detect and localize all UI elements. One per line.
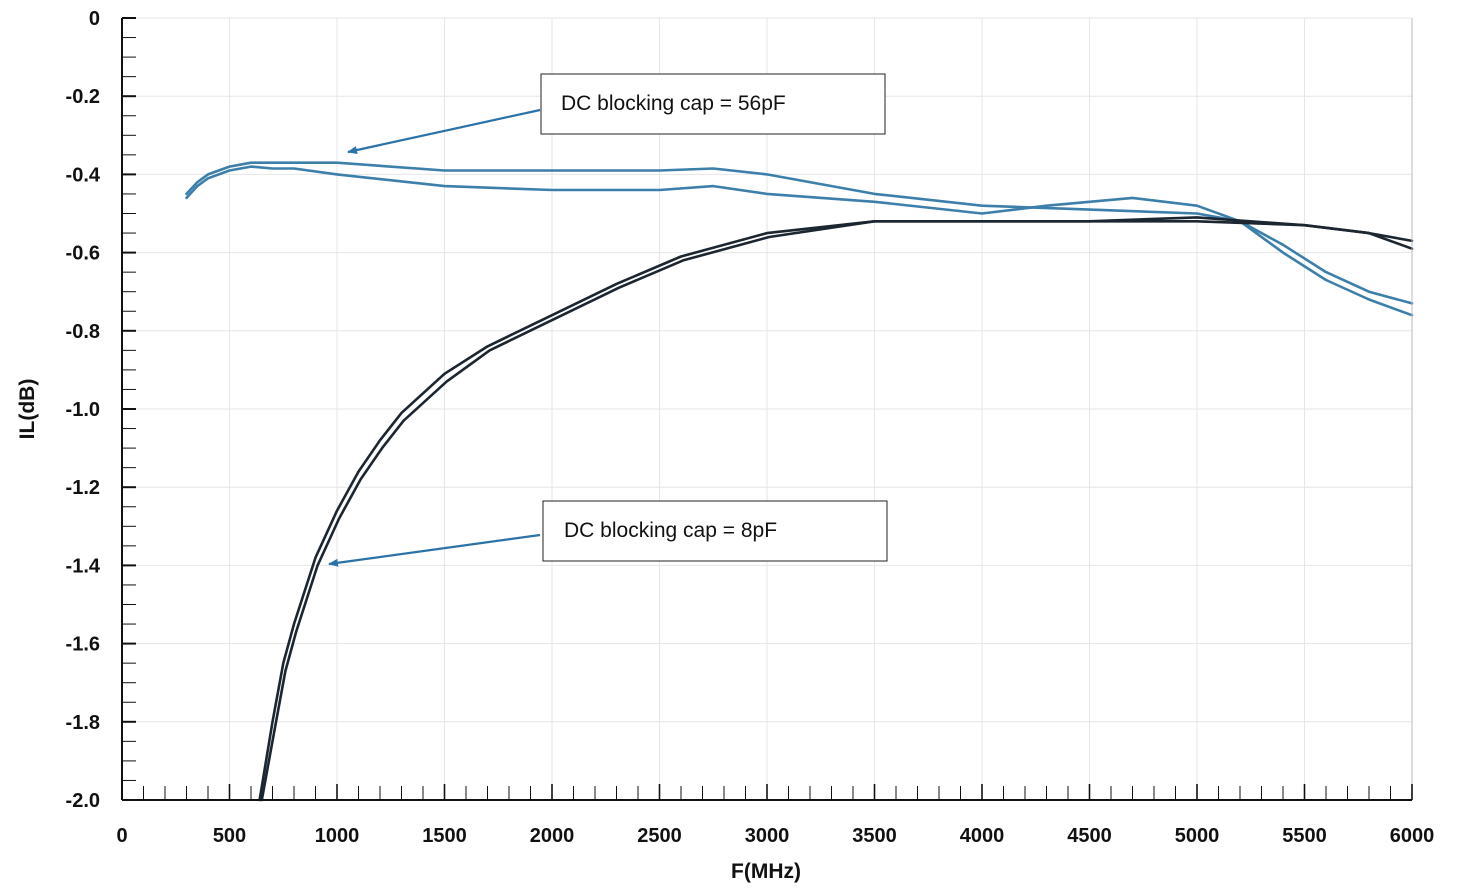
annotation-text-8pf: DC blocking cap = 8pF [564, 519, 777, 542]
tick-labels: 0 -0.2 -0.4 -0.6 -0.8 -1.0 -1.2 -1.4 -1.6 -1.8 -2.… [66, 8, 1435, 847]
x-tick-label: 3500 [852, 825, 897, 847]
series-line-3 [258, 220, 1414, 802]
series-line-2 [185, 165, 1414, 317]
y-axis-label: IL(dB) [16, 379, 39, 440]
annotation-text-56pf: DC blocking cap = 56pF [561, 92, 786, 115]
y-tick-label: -1.8 [66, 712, 100, 734]
x-tick-label: 4000 [960, 825, 1005, 847]
y-tick-label: -1.2 [66, 477, 100, 499]
x-tick-label: 5500 [1282, 825, 1327, 847]
y-tick-label: 0 [89, 8, 100, 30]
x-tick-label: 6000 [1390, 825, 1435, 847]
annotation-arrow-56pf [347, 108, 541, 154]
y-tick-label: -1.4 [66, 555, 101, 577]
x-tick-label: 5000 [1175, 825, 1220, 847]
y-tick-label: -0.2 [66, 86, 100, 108]
x-tick-label: 500 [213, 825, 246, 847]
axes [121, 17, 1413, 801]
x-tick-label: 1000 [315, 825, 360, 847]
x-tick-label: 0 [116, 825, 127, 847]
y-tick-label: -1.0 [66, 399, 100, 421]
y-tick-label: -0.6 [66, 243, 100, 265]
x-axis-label: F(MHz) [731, 860, 801, 883]
y-tick-label: -1.6 [66, 634, 100, 656]
x-tick-label: 2000 [530, 825, 575, 847]
x-tick-label: 2500 [637, 825, 682, 847]
x-tick-label: 4500 [1067, 825, 1112, 847]
x-tick-label: 3000 [745, 825, 790, 847]
x-tick-label: 1500 [422, 825, 467, 847]
grid [122, 17, 1413, 800]
y-tick-label: -2.0 [66, 790, 100, 812]
annotation-box-56pf [540, 73, 886, 135]
series-group [185, 161, 1414, 802]
annotations: DC blocking cap = 56pF DC blocking cap =… [328, 73, 888, 567]
series-line-1 [185, 161, 1414, 305]
y-tick-label: -0.4 [66, 164, 101, 186]
series-line-4 [260, 216, 1414, 802]
annotation-box-8pf [542, 500, 888, 562]
y-tick-label: -0.8 [66, 321, 100, 343]
annotation-arrow-8pf [328, 533, 541, 567]
